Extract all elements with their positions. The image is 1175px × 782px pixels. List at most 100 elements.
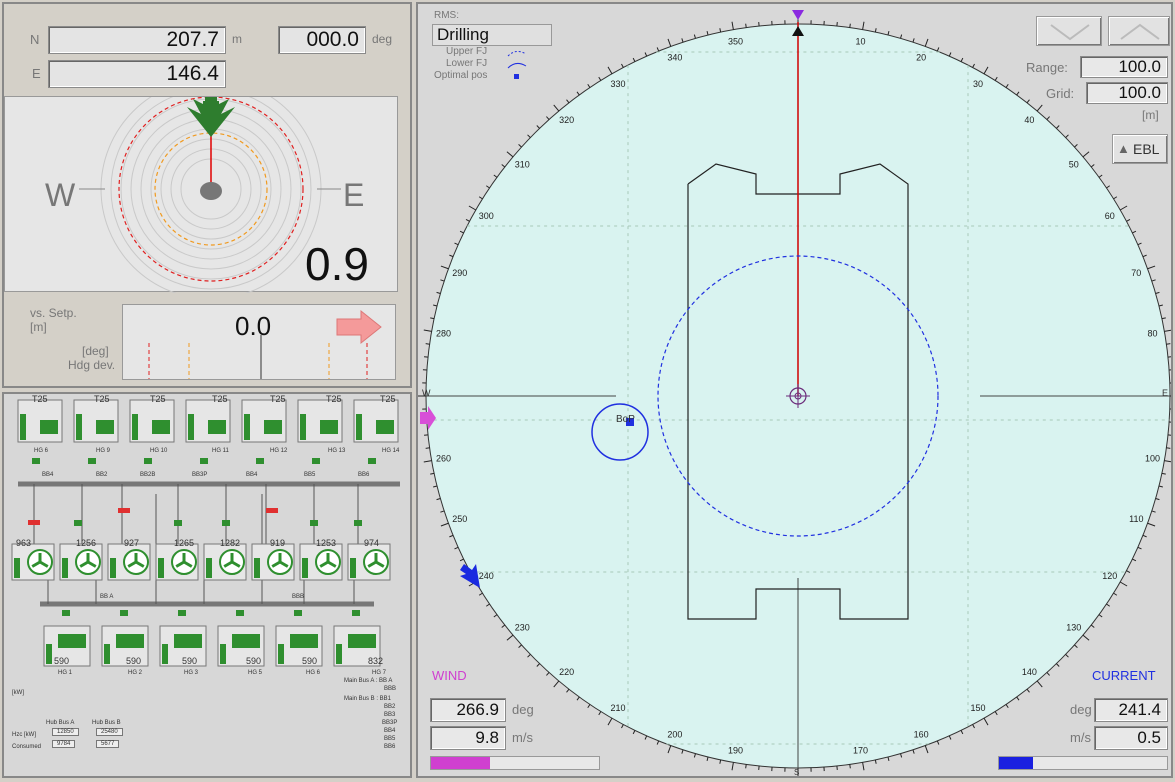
current-title: CURRENT (1092, 668, 1156, 683)
thruster-value-5: 1282 (220, 538, 241, 548)
range-label: Range: (1026, 60, 1068, 75)
range-value[interactable]: 100.0 (1080, 56, 1168, 78)
legend-upper: Upper FJ (446, 46, 488, 57)
bearing-label-340: 340 (667, 53, 682, 63)
arrow-right-icon (336, 309, 382, 345)
heading-deviation-bar: 0.0 (122, 304, 396, 380)
position-panel: N 207.7 m 000.0 deg E 146.4 W E 0.9 vs. … (2, 2, 412, 388)
thruster-value-3: 927 (124, 538, 140, 548)
gen-value-1: 590 (54, 656, 70, 666)
summary-col2: Hub Bus B (92, 720, 121, 726)
top-thruster-5: T25 (270, 394, 286, 404)
gen-value-2: 590 (126, 656, 142, 666)
bearing-label-40: 40 (1024, 115, 1034, 125)
radar-panel: 350 10 20 30 40 50 60 70 80 100 110 120 130 140 150 160… (416, 2, 1173, 778)
grid-value[interactable]: 100.0 (1086, 82, 1168, 104)
summary-row1-v1: 12850 (52, 728, 79, 736)
deviation-value: 0.9 (305, 238, 369, 290)
top-thruster-3: T25 (150, 394, 166, 404)
vessel-position-icon (786, 384, 810, 408)
wind-speed: 9.8 (430, 726, 506, 750)
gen-name-4: HG 5 (248, 670, 263, 676)
heading-marker-icon (792, 26, 804, 36)
ebl-button[interactable]: ▲ EBL (1112, 134, 1168, 164)
thruster-value-6: 919 (270, 538, 286, 548)
zoom-out-button[interactable] (1036, 16, 1102, 46)
main-bus-4: BB3 (384, 712, 396, 718)
north-label: N (30, 32, 40, 47)
chevron-up-icon (1120, 23, 1160, 40)
bearing-label-60: 60 (1105, 211, 1115, 221)
bearing-label-210: 210 (610, 703, 625, 713)
north-value: 207.7 (48, 26, 226, 54)
bearing-label-170: 170 (853, 746, 868, 756)
bearing-label-80: 80 (1148, 328, 1158, 338)
bearing-label-260: 260 (436, 454, 451, 464)
zoom-in-button[interactable] (1108, 16, 1170, 46)
bearing-label-280: 280 (436, 328, 451, 338)
top-thruster-4: T25 (212, 394, 228, 404)
main-bus-0: Main Bus A : BB A (344, 678, 393, 684)
bus-b-label: BBB (292, 594, 305, 600)
bearing-label-320: 320 (559, 115, 574, 125)
setp-label: vs. Setp. (30, 306, 77, 320)
top-thruster-name-4: HG 11 (212, 448, 229, 454)
hdg-dev-label: Hdg dev. (68, 358, 116, 372)
mode-display: Drilling (432, 24, 552, 46)
ebl-label: EBL (1133, 141, 1160, 157)
grid-unit: [m] (1142, 108, 1159, 122)
current-arrow-icon (460, 564, 480, 588)
compass-west: W (45, 177, 76, 213)
cardinal-w: W (422, 388, 431, 398)
summary-row1-v2: 25480 (96, 728, 123, 736)
gen-value-6: 832 (368, 656, 384, 666)
top-thruster-name-3: HG 10 (150, 448, 168, 454)
wind-deg-unit: deg (512, 702, 534, 717)
radar-plot: 350 10 20 30 40 50 60 70 80 100 110 120 130 140 150 160… (418, 10, 1171, 776)
bearing-label-10: 10 (856, 36, 866, 46)
bearing-label-150: 150 (970, 703, 985, 713)
current-speed-unit: m/s (1070, 730, 1091, 745)
bus-label-3: BB2B (140, 472, 156, 478)
bearing-label-230: 230 (515, 622, 530, 632)
rms-label: RMS: (434, 10, 459, 21)
bus-label-5: BB4 (246, 472, 258, 478)
thruster-value-2: 1256 (76, 538, 97, 548)
current-direction: 241.4 (1094, 698, 1168, 722)
main-bus-5: BB3P (382, 720, 398, 726)
north-unit: m (232, 32, 242, 46)
main-bus-6: BB4 (384, 728, 396, 734)
wind-direction: 266.9 (430, 698, 506, 722)
gen-name-2: HG 2 (128, 670, 143, 676)
top-thruster-6: T25 (326, 394, 342, 404)
top-thruster-name-2: HG 9 (96, 448, 111, 454)
top-thruster-name-1: HG 6 (34, 448, 49, 454)
cardinal-s: S (794, 768, 800, 777)
top-thruster-1: T25 (32, 394, 48, 404)
main-bus-1: BBB (384, 686, 397, 692)
summary-row1-label: Hzc [kW] (12, 732, 36, 738)
east-value: 146.4 (48, 60, 226, 88)
bearing-label-50: 50 (1069, 160, 1079, 170)
bus-label-6: BB5 (304, 472, 316, 478)
current-deg-unit: deg (1070, 702, 1092, 717)
main-bus-8: BB6 (384, 744, 396, 750)
main-bus-2: Main Bus B : BB1 (344, 696, 392, 702)
gen-name-6: HG 7 (372, 670, 387, 676)
summary-row2-v1: 9784 (52, 740, 76, 748)
bearing-label-240: 240 (479, 571, 494, 581)
gen-name-3: HG 3 (184, 670, 199, 676)
summary-row2-v2: 5677 (96, 740, 120, 748)
summary-col1: Hub Bus A (46, 720, 75, 726)
summary-row2-label: Consumed (12, 744, 42, 750)
bearing-label-70: 70 (1131, 268, 1141, 278)
bearing-label-310: 310 (515, 160, 530, 170)
setp-unit: [m] (30, 320, 47, 334)
bearing-label-190: 190 (728, 746, 743, 756)
wind-title: WIND (432, 668, 467, 683)
bearing-label-30: 30 (973, 79, 983, 89)
current-speed: 0.5 (1094, 726, 1168, 750)
thruster-value-1: 963 (16, 538, 32, 548)
bearing-label-220: 220 (559, 667, 574, 677)
grid-label: Grid: (1046, 86, 1075, 101)
